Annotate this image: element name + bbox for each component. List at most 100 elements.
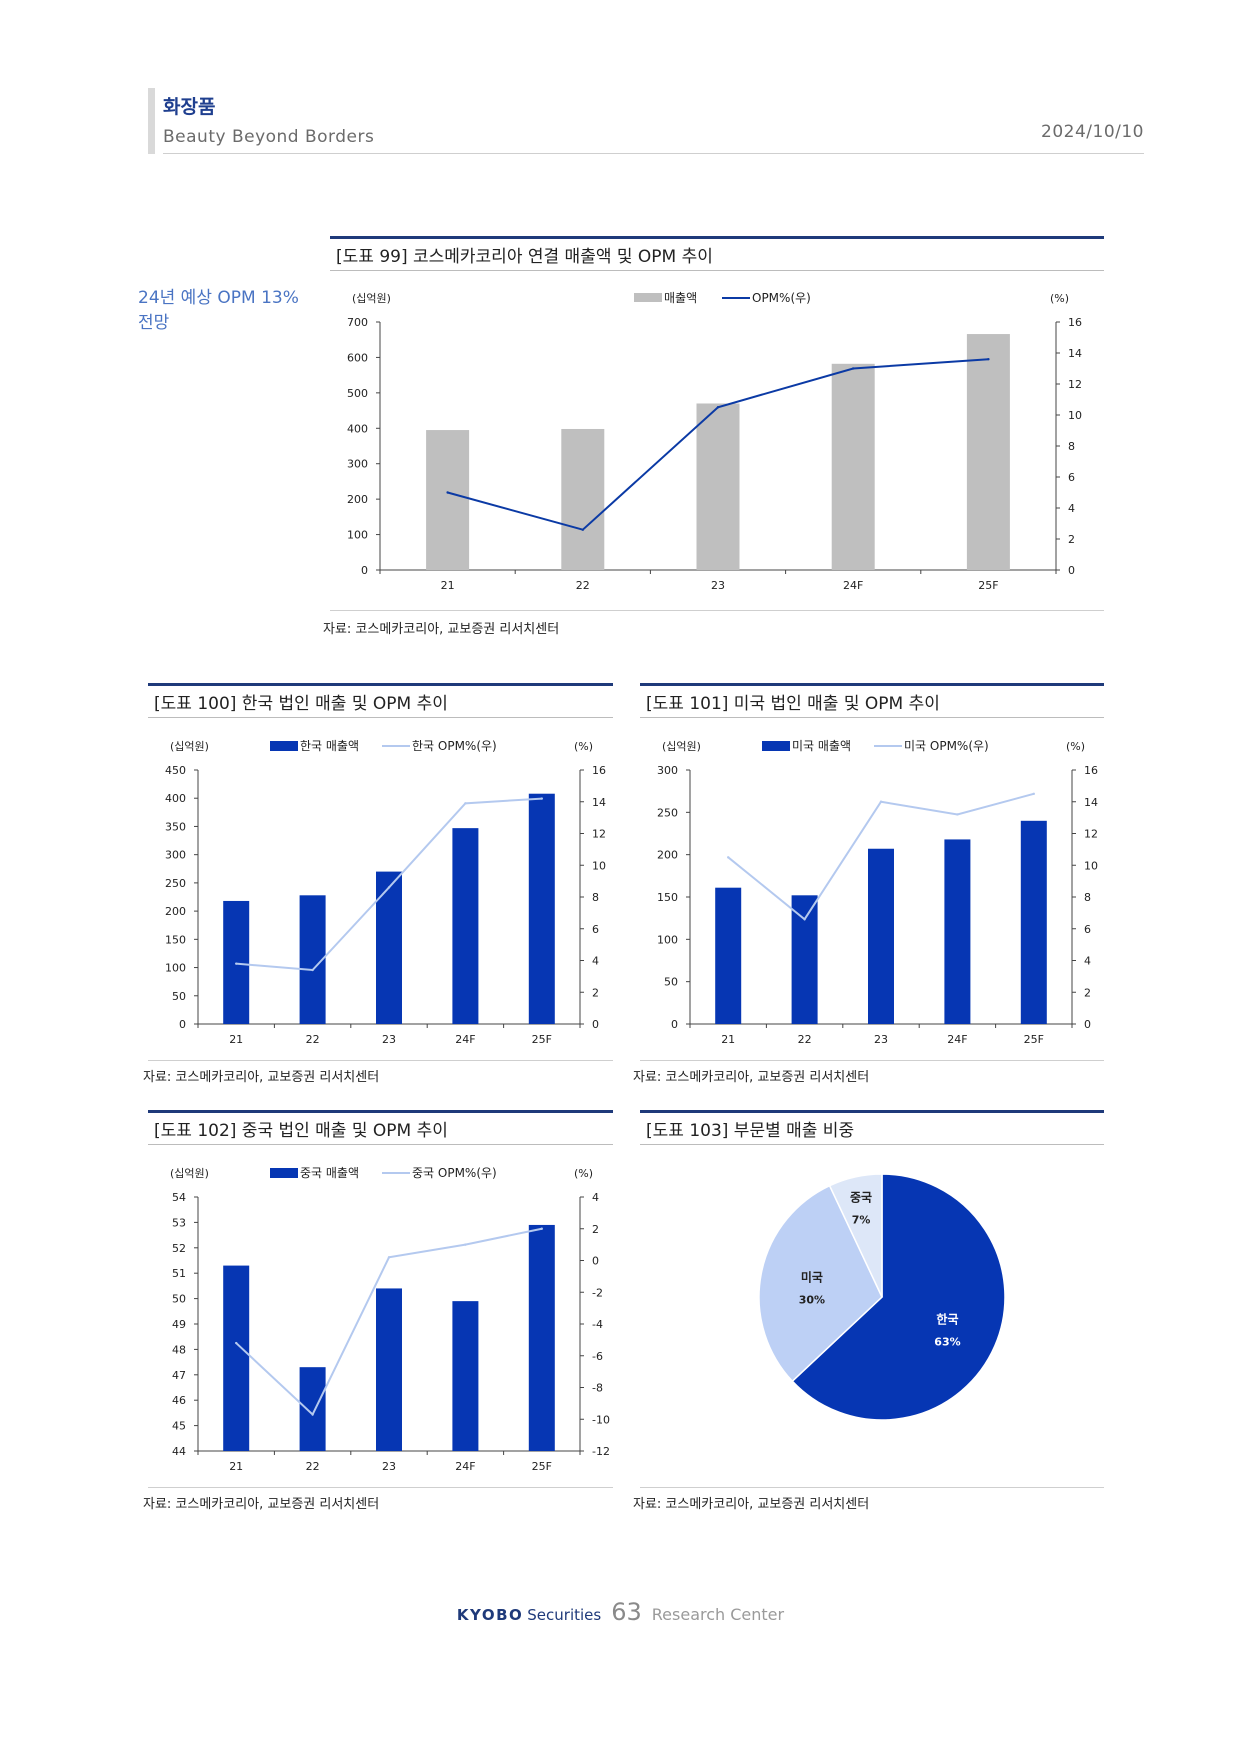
footer-research-center: Research Center: [651, 1605, 785, 1624]
fig102-left-tick-label: 48: [172, 1343, 186, 1356]
fig99-opm-point: [987, 358, 990, 361]
fig101-left-tick-label: 150: [657, 891, 678, 904]
fig99-left-tick-label: 200: [347, 493, 368, 506]
fig102-right-unit: (%): [574, 1167, 593, 1180]
fig103-slice-name: 미국: [801, 1270, 823, 1285]
fig103-source-divider: [640, 1487, 1104, 1488]
fig100-right-tick-label: 0: [592, 1018, 599, 1031]
fig99-bar: [966, 334, 1010, 570]
fig100-left-tick-label: 200: [165, 905, 186, 918]
fig99-right-tick-label: 4: [1068, 502, 1075, 515]
fig100-legend-bar-label: 한국 매출액: [300, 739, 359, 753]
fig101-right-tick-label: 2: [1084, 986, 1091, 999]
fig99-left-tick-label: 500: [347, 387, 368, 400]
fig99-bar: [696, 403, 740, 570]
fig99-bar: [561, 428, 605, 570]
fig100-right-tick-label: 12: [592, 828, 606, 841]
fig100-title: [도표 100] 한국 법인 매출 및 OPM 추이: [148, 683, 613, 718]
footer-brand-suffix: Securities: [527, 1606, 602, 1624]
fig103-slice-percent: 63%: [934, 1335, 960, 1348]
fig99-right-unit: (%): [1050, 292, 1069, 305]
fig101-source-divider: [640, 1060, 1104, 1061]
fig99-x-tick-label: 21: [441, 579, 455, 592]
fig100-x-tick-label: 23: [382, 1033, 396, 1046]
fig103-slice: [791, 1173, 1006, 1421]
fig101-chart: 0 50 100 150 200 250 300 0 2 4 6 8 10 12 14 16 21 22 23 24F…: [657, 739, 1098, 1046]
fig102-left-tick-label: 49: [172, 1318, 186, 1331]
fig101-x-tick-label: 21: [721, 1033, 735, 1046]
fig100-opm-point: [464, 802, 467, 805]
fig101-right-tick-label: 12: [1084, 828, 1098, 841]
fig102-bar: [299, 1367, 326, 1451]
fig100-right-unit: (%): [574, 740, 593, 753]
fig100-right-tick-label: 10: [592, 859, 606, 872]
fig99-right-tick-label: 10: [1068, 409, 1082, 422]
fig101-x-tick-label: 22: [798, 1033, 812, 1046]
fig100-left-tick-label: 50: [172, 990, 186, 1003]
side-note-line-2: 전망: [138, 313, 170, 333]
fig102-left-tick-label: 44: [172, 1445, 186, 1458]
fig103-slice: [828, 1173, 883, 1298]
fig102-left-tick-label: 50: [172, 1293, 186, 1306]
fig99-x-tick-label: 25F: [978, 579, 998, 592]
fig100-left-tick-label: 150: [165, 933, 186, 946]
fig99-left-tick-label: 300: [347, 458, 368, 471]
fig102-left-tick-label: 47: [172, 1369, 186, 1382]
fig100-left-tick-label: 350: [165, 820, 186, 833]
fig100-x-tick-label: 22: [306, 1033, 320, 1046]
fig99-legend-bar-key: [634, 293, 662, 302]
fig103-source: 자료: 코스메카코리아, 교보증권 리서치센터: [633, 1497, 870, 1512]
fig101-opm-point: [803, 918, 806, 921]
fig99-left-tick-label: 400: [347, 422, 368, 435]
fig102-bar: [376, 1288, 402, 1451]
fig101-opm-point: [879, 800, 883, 803]
fig102-x-tick-label: 21: [229, 1460, 243, 1473]
page-number: 63: [611, 1598, 642, 1626]
fig99-x-tick-label: 24F: [843, 579, 863, 592]
fig102-x-tick-label: 23: [382, 1460, 396, 1473]
fig101-right-unit: (%): [1066, 740, 1085, 753]
side-note-line-1: 24년 예상 OPM 13%: [138, 288, 299, 308]
fig102-left-tick-label: 54: [172, 1191, 186, 1204]
fig99-bar: [831, 363, 875, 570]
fig100-source-divider: [148, 1060, 613, 1061]
fig100-x-tick-label: 25F: [532, 1033, 552, 1046]
fig102-opm-point: [311, 1413, 314, 1416]
fig100-right-tick-label: 16: [592, 764, 606, 777]
fig99-left-tick-label: 0: [361, 564, 368, 577]
fig102-title: [도표 102] 중국 법인 매출 및 OPM 추이: [148, 1110, 613, 1145]
fig99-x-tick-label: 22: [576, 579, 590, 592]
fig101-legend-bar-key: [762, 741, 790, 751]
fig101-left-tick-label: 50: [664, 976, 678, 989]
fig102-x-tick-label: 22: [306, 1460, 320, 1473]
fig100-right-tick-label: 6: [592, 923, 599, 936]
fig100-left-tick-label: 100: [165, 962, 186, 975]
fig101-right-tick-label: 8: [1084, 891, 1091, 904]
fig102-opm-point: [235, 1341, 238, 1345]
fig99-source-divider: [330, 610, 1104, 611]
fig101-left-tick-label: 250: [657, 806, 678, 819]
fig101-opm-point: [1032, 792, 1035, 796]
fig101-left-unit: (십억원): [662, 740, 701, 753]
fig102-source: 자료: 코스메카코리아, 교보증권 리서치센터: [143, 1497, 380, 1512]
fig102-left-tick-label: 45: [172, 1420, 186, 1433]
fig102-right-tick-label: -4: [592, 1318, 603, 1331]
fig100-right-tick-label: 2: [592, 986, 599, 999]
section-title: 화장품: [163, 96, 216, 118]
fig101-source: 자료: 코스메카코리아, 교보증권 리서치센터: [633, 1070, 870, 1085]
fig102-right-tick-label: -8: [592, 1382, 603, 1395]
fig102-opm-point: [387, 1256, 391, 1259]
page-footer: KYOBO Securities 63 Research Center: [0, 1598, 1241, 1626]
fig102-right-tick-label: -12: [592, 1445, 610, 1458]
fig103-pie-chart: 한국 63% 미국 30% 중국 7%: [758, 1173, 1006, 1421]
fig100-left-unit: (십억원): [170, 740, 209, 753]
fig102-chart: 44 45 46 47 48 49 50 51 52 53 54 -12 -10 -8 -6 -4 -2 0 2 4 2…: [170, 1166, 610, 1473]
fig100-bar: [376, 871, 402, 1024]
fig99-x-tick-label: 23: [711, 579, 725, 592]
fig101-right-tick-label: 10: [1084, 859, 1098, 872]
fig99-left-tick-label: 700: [347, 316, 368, 329]
fig101-title: [도표 101] 미국 법인 매출 및 OPM 추이: [640, 683, 1104, 718]
fig99-bar: [426, 430, 470, 570]
fig103-slice-name: 한국: [936, 1311, 958, 1326]
fig101-bar: [944, 839, 971, 1024]
